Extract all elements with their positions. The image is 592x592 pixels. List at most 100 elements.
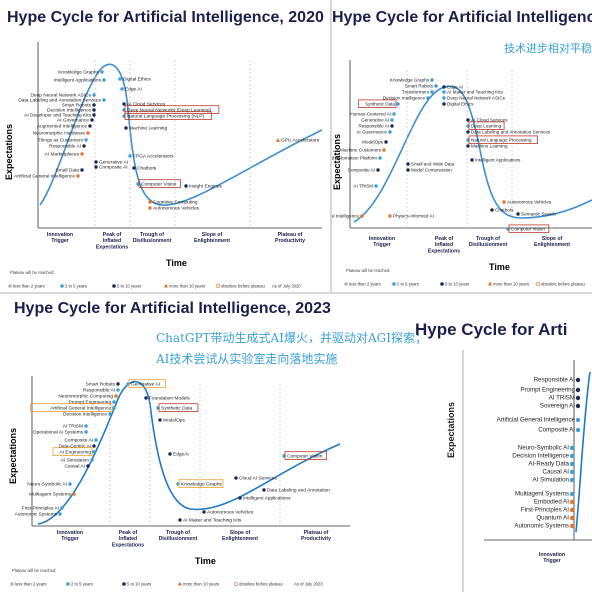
item-label: Intelligent Applications xyxy=(475,158,521,163)
item-label: Decision Intelligence xyxy=(512,453,569,460)
svg-text:5 to 10 years: 5 to 10 years xyxy=(127,582,151,587)
item-12: Composite AI xyxy=(64,438,98,444)
item-22: Knowledge Graphs xyxy=(176,479,224,488)
item-label: Multiagent Systems xyxy=(515,491,569,498)
item-1: Generative AI xyxy=(126,379,166,388)
item-label: Composite AI xyxy=(348,168,375,173)
item-28: Chatbots xyxy=(490,208,514,213)
cn-annotation-line1: ChatGPT带动生成式AI爆火，并驱动对AGI探索； xyxy=(156,331,427,345)
y-axis-label: Expectations xyxy=(4,124,14,180)
legend-item: more than 10 years xyxy=(164,283,205,289)
item-label: Physics-Informed AI xyxy=(393,214,434,219)
svg-text:2 to 5 years: 2 to 5 years xyxy=(65,284,87,289)
item-24: Machine Learning xyxy=(466,144,508,149)
item-13: Responsible AI xyxy=(49,144,86,150)
phase-label: Innovation Trigger xyxy=(47,232,73,244)
item-label: AI Marketplaces xyxy=(45,152,80,158)
item-label: AI Developer and Teaching Kits xyxy=(24,113,91,119)
item-0: Knowledge Graphs xyxy=(390,78,434,83)
y-axis-label: Expectations xyxy=(446,401,456,458)
item-21: Natural Language Processing (NLP) xyxy=(122,111,212,120)
item-7: Foundation Models xyxy=(144,396,190,402)
svg-text:5 to 10 years: 5 to 10 years xyxy=(445,282,469,287)
item-7: Synthetic Data xyxy=(358,99,400,108)
item-label: AI Maker and Teaching Kits xyxy=(447,90,504,95)
item-5: Artificial General Intelligence xyxy=(30,403,116,412)
item-label: Machine Learning xyxy=(129,126,167,132)
item-5: Data Labeling and Annotation Services xyxy=(18,98,106,104)
item-label: Neuro-Symbolic AI xyxy=(27,482,67,488)
phase-label: Peak of Inflated Expectations xyxy=(112,530,144,548)
item-label: Sovereign AI xyxy=(540,403,575,410)
item-label: Generative AI xyxy=(361,118,389,123)
item-label: Digital Ethics xyxy=(447,102,474,107)
svg-text:obsolete before plateau: obsolete before plateau xyxy=(541,282,585,287)
item-15: AI Simulation xyxy=(61,458,94,464)
item-label: Machine Customers xyxy=(340,148,382,153)
item-2: Responsible AI xyxy=(83,388,120,394)
svg-text:more than 10 years: more than 10 years xyxy=(169,284,205,289)
legend-item: 2 to 5 years xyxy=(60,284,87,289)
item-3: Neuromorphic Computing xyxy=(58,394,118,400)
item-label: Autonomous Vehicles xyxy=(153,206,200,212)
phase-label: Trough of Disillusionment xyxy=(159,530,198,542)
item-3: Deep Neural Network ASICs xyxy=(30,93,96,99)
x-axis-label: Time xyxy=(489,262,510,272)
item-label: AI Maker and Teaching Kits xyxy=(183,518,242,524)
item-5: AI Maker and Teaching Kits xyxy=(442,90,504,95)
svg-text:less than 2 years: less than 2 years xyxy=(349,282,381,287)
item-31: Computer Vision xyxy=(506,224,550,233)
item-label: Machine Learning xyxy=(471,144,508,149)
phase-label: Plateau of Productivity xyxy=(301,530,331,542)
x-axis-label: Time xyxy=(195,556,216,566)
item-label: Neuromorphic Hardware xyxy=(33,131,86,137)
item-13: ModelOps xyxy=(362,140,388,145)
phase-label: Innovation Trigger xyxy=(57,530,83,542)
item-label: First-Principles AI xyxy=(22,506,59,512)
item-10: AI Simulation xyxy=(533,477,575,484)
item-label: Computer Vision xyxy=(287,454,323,460)
item-label: Prompt Engineering xyxy=(520,387,575,394)
y-axis-label: Expectations xyxy=(8,428,18,484)
item-label: Chatbots xyxy=(495,208,514,213)
item-label: Insight Engines xyxy=(189,184,222,190)
item-label: Quantum AI xyxy=(536,515,569,522)
item-3: Sovereign AI xyxy=(540,403,581,410)
item-label: Artificial General Intelligence xyxy=(50,406,111,412)
item-18: Model Compression xyxy=(406,168,452,173)
item-label: AI Simulation xyxy=(533,477,570,484)
item-label: Neuro-Symbolic AI xyxy=(518,445,570,452)
item-label: AI TRiSM xyxy=(63,424,83,430)
item-25: Intelligent Applications xyxy=(238,496,291,502)
item-2: Digital Ethics xyxy=(118,77,151,83)
legend-item: 2 to 5 years xyxy=(66,582,93,587)
item-label: Generative AI xyxy=(99,160,128,166)
item-label: Operational AI Systems xyxy=(33,430,84,436)
item-29: GPU Accelerators xyxy=(276,138,320,144)
item-4: Decision Intelligence xyxy=(383,96,430,101)
hype-curve-chart: Expectations Time Smart Robots Generative… xyxy=(8,376,350,587)
item-label: AI TRiSM xyxy=(353,184,373,189)
legend-item: obsolete before plateau xyxy=(215,284,265,289)
item-25: Intelligent Applications xyxy=(470,158,521,163)
legend-title: Plateau will be reached: xyxy=(346,268,390,273)
item-label: Autonomous Vehicles xyxy=(507,200,552,205)
item-label: AI Governance xyxy=(356,130,387,135)
item-label: Neuromorphic Computing xyxy=(58,394,113,400)
item-14: AI Marketplaces xyxy=(45,152,84,158)
item-label: AI TRiSM xyxy=(549,395,575,402)
svg-text:5 to 10 years: 5 to 10 years xyxy=(117,284,141,289)
item-label: Responsible AI xyxy=(534,377,576,384)
item-label: AI Orchestration and Automation Platform xyxy=(332,156,377,161)
legend-item: less than 2 years xyxy=(10,582,47,587)
item-label: ModelOps xyxy=(362,140,384,145)
item-label: Chatbots xyxy=(137,166,157,172)
item-14: Quantum AI xyxy=(536,515,575,522)
phase-label: Innovation Trigger xyxy=(539,552,565,564)
item-label: Deep Neural Network ASICs xyxy=(447,96,506,101)
item-2: AI TRiSM xyxy=(549,395,581,402)
item-1: Smart Robots xyxy=(405,84,438,89)
item-0: Responsible AI xyxy=(534,377,581,384)
item-19: Multiagent Systems xyxy=(29,492,76,498)
item-label: Natural Language Processing (NLP) xyxy=(127,114,204,120)
